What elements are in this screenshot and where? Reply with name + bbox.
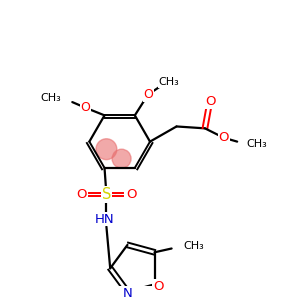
Circle shape [96,139,117,160]
Text: O: O [76,188,87,201]
Text: CH₃: CH₃ [40,93,61,103]
Text: O: O [206,95,216,108]
Text: CH₃: CH₃ [247,140,267,149]
Text: N: N [123,287,132,300]
Text: O: O [143,88,153,101]
Circle shape [112,149,131,168]
Text: O: O [126,188,136,201]
Text: HN: HN [95,212,114,226]
Text: S: S [102,187,111,202]
Text: O: O [153,280,164,293]
Text: CH₃: CH₃ [159,77,179,87]
Text: CH₃: CH₃ [183,241,204,251]
Text: O: O [219,131,229,144]
Text: O: O [81,101,91,114]
